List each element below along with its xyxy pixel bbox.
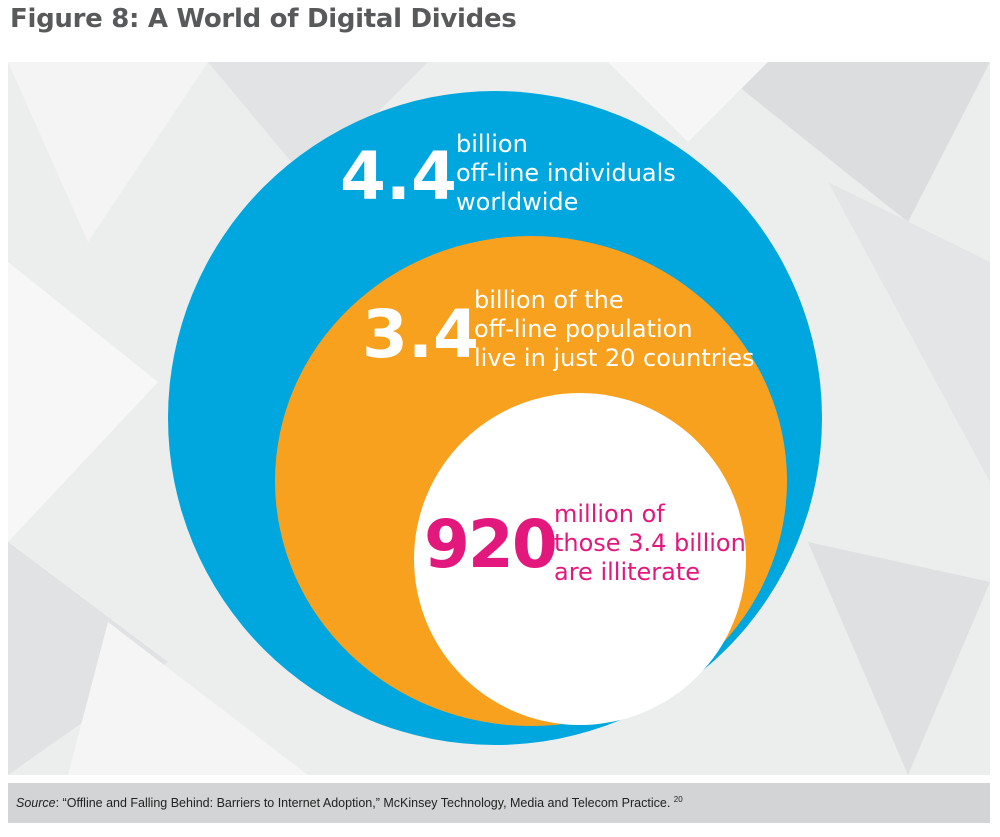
- source-label: Source: [16, 796, 56, 811]
- illiterate-circle: [414, 393, 746, 725]
- stat-desc-1: billion off-line individuals worldwide: [456, 130, 676, 217]
- stat-desc-line: live in just 20 countries: [474, 344, 755, 372]
- stat-desc-line: are illiterate: [554, 558, 701, 586]
- stat-desc-line: million of: [554, 500, 665, 528]
- figure-title: Figure 8: A World of Digital Divides: [10, 4, 517, 34]
- source-text: : “Offline and Falling Behind: Barriers …: [55, 796, 674, 811]
- stat-number-2: 3.4: [362, 296, 479, 373]
- footnote-ref: 20: [673, 795, 683, 804]
- stat-desc-line: billion of the: [474, 286, 624, 314]
- stat-desc-2: billion of the off-line population live …: [474, 286, 755, 373]
- triangle-pattern: [8, 62, 990, 775]
- stat-desc-line: worldwide: [456, 188, 579, 216]
- stat-desc-line: off-line individuals: [456, 159, 676, 187]
- source-note: Source: “Offline and Falling Behind: Bar…: [8, 783, 990, 823]
- stat-desc-line: those 3.4 billion: [554, 529, 746, 557]
- stat-desc-3: million of those 3.4 billion are illiter…: [554, 500, 746, 587]
- stat-number-1: 4.4: [340, 138, 457, 215]
- stat-desc-line: off-line population: [474, 315, 693, 343]
- stat-desc-line: billion: [456, 130, 528, 158]
- stat-number-3: 920: [424, 506, 558, 583]
